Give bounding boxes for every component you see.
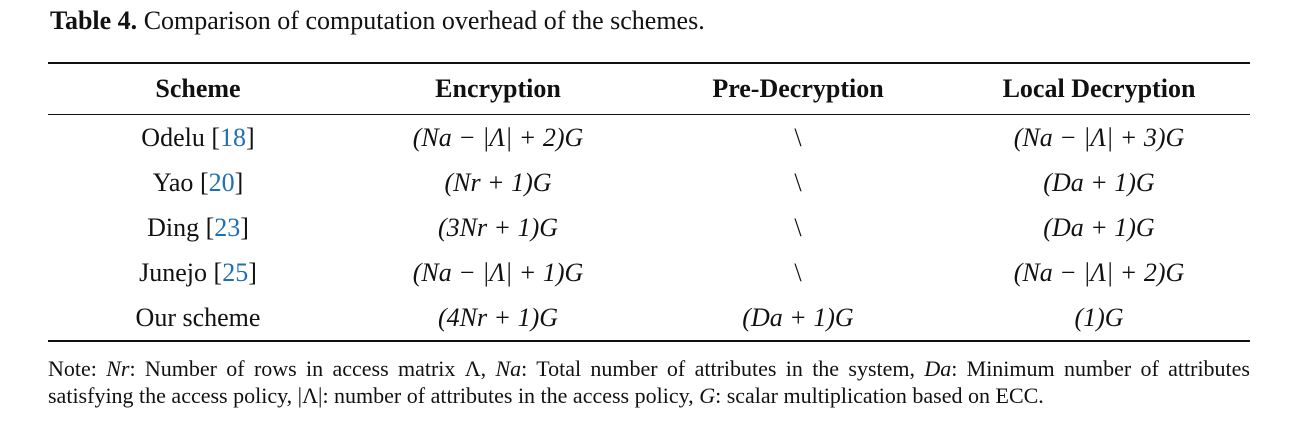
citation-link[interactable]: 18	[220, 122, 247, 152]
local-decryption-cost: (Na − |Λ| + 2)G	[1013, 257, 1185, 287]
pre-decryption-cell: \	[794, 257, 802, 287]
local-decryption-cell: (1)G	[948, 295, 1250, 342]
scheme-cell: Junejo [25]	[139, 257, 257, 287]
local-decryption-cell: (Da + 1)G	[948, 205, 1250, 250]
pre-decryption-cell: \	[794, 122, 802, 152]
table-row: Junejo [25] (Na − |Λ| + 1)G \ (Na − |Λ| …	[48, 250, 1250, 295]
note-symbol: Na	[495, 356, 522, 381]
encryption-cell: (Nr + 1)G	[348, 160, 648, 205]
pre-decryption-cell: \	[794, 212, 802, 242]
scheme-cell: Odelu [18]	[141, 122, 255, 152]
note-symbol: Da	[924, 356, 952, 381]
header-encryption: Encryption	[348, 62, 648, 115]
table-row: Odelu [18] (Na − |Λ| + 2)G \ (Na − |Λ| +…	[48, 115, 1250, 161]
encryption-cell: (4Nr + 1)G	[348, 295, 648, 342]
note-prefix: Note:	[48, 356, 97, 381]
note-symbol: G	[699, 383, 716, 408]
pre-decryption-cell: (Da + 1)G	[648, 295, 948, 342]
local-decryption-cell: (Na − |Λ| + 2)G	[948, 250, 1250, 295]
pre-decryption-cost: (Da + 1)G	[742, 302, 854, 332]
note-description: : Total number of attributes in the syst…	[521, 356, 925, 381]
table-note: Note: Nr: Number of rows in access matri…	[48, 355, 1250, 409]
caption-label: Table 4.	[50, 6, 138, 35]
scheme-name: Junejo	[139, 257, 208, 287]
local-decryption-cell: (Na − |Λ| + 3)G	[948, 115, 1250, 161]
note-description: : Number of rows in access matrix Λ,	[129, 356, 496, 381]
note-symbol: |Λ|	[297, 383, 323, 408]
local-decryption-cost: (Da + 1)G	[1043, 212, 1155, 242]
note-description: : scalar multiplication based on ECC.	[715, 383, 1044, 408]
citation-link[interactable]: 23	[214, 212, 241, 242]
comparison-table: Scheme Encryption Pre-Decryption Local D…	[48, 62, 1250, 342]
pre-decryption-cell: \	[794, 167, 802, 197]
table-caption: Table 4. Comparison of computation overh…	[50, 6, 705, 36]
header-pre-decryption: Pre-Decryption	[648, 62, 948, 115]
encryption-cost: (Nr + 1)G	[444, 167, 552, 197]
table-header-row: Scheme Encryption Pre-Decryption Local D…	[48, 62, 1250, 115]
local-decryption-cost: (Na − |Λ| + 3)G	[1013, 122, 1185, 152]
note-description: : number of attributes in the access pol…	[322, 383, 700, 408]
scheme-cell: Our scheme	[48, 295, 348, 342]
encryption-cost: (4Nr + 1)G	[437, 302, 559, 332]
local-decryption-cell: (Da + 1)G	[948, 160, 1250, 205]
note-description: : Minimum number of attributes satisfyin…	[48, 356, 1250, 408]
encryption-cost: (3Nr + 1)G	[437, 212, 559, 242]
local-decryption-cost: (Da + 1)G	[1043, 167, 1155, 197]
scheme-cell: Yao [20]	[152, 167, 244, 197]
scheme-name: Yao	[152, 167, 194, 197]
encryption-cost: (Na − |Λ| + 1)G	[412, 257, 584, 287]
citation-link[interactable]: 20	[208, 167, 235, 197]
encryption-cell: (Na − |Λ| + 2)G	[348, 115, 648, 161]
header-local-decryption: Local Decryption	[948, 62, 1250, 115]
scheme-name: Odelu	[141, 122, 205, 152]
note-symbol: Nr	[106, 356, 130, 381]
table-row: Yao [20] (Nr + 1)G \ (Da + 1)G	[48, 160, 1250, 205]
encryption-cell: (3Nr + 1)G	[348, 205, 648, 250]
scheme-name: Ding	[147, 212, 200, 242]
table-row: Ding [23] (3Nr + 1)G \ (Da + 1)G	[48, 205, 1250, 250]
citation-link[interactable]: 25	[222, 257, 249, 287]
encryption-cell: (Na − |Λ| + 1)G	[348, 250, 648, 295]
caption-text: Comparison of computation overhead of th…	[143, 6, 705, 35]
scheme-name: Our scheme	[135, 302, 261, 332]
local-decryption-cost: (1)G	[1074, 302, 1124, 332]
table-row: Our scheme (4Nr + 1)G (Da + 1)G (1)G	[48, 295, 1250, 342]
scheme-cell: Ding [23]	[147, 212, 249, 242]
header-scheme: Scheme	[48, 62, 348, 115]
encryption-cost: (Na − |Λ| + 2)G	[412, 122, 584, 152]
